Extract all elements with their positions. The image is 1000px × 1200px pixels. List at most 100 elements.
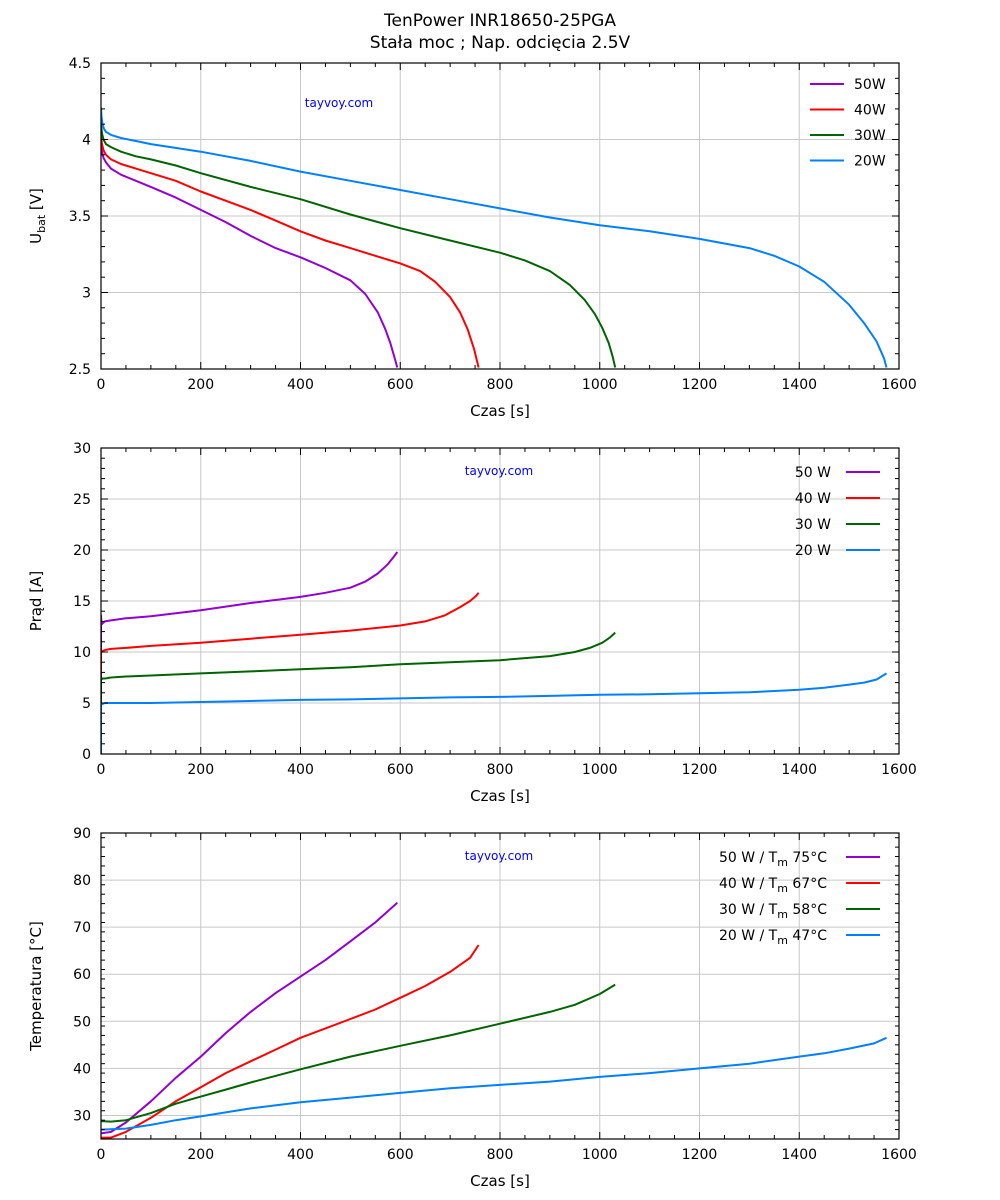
x-tick-label: 800	[487, 762, 514, 778]
legend-label: 20W	[854, 154, 886, 170]
y-tick-label: 10	[73, 645, 91, 661]
figure-title-line1: TenPower INR18650-25PGA	[383, 11, 616, 31]
legend-label: 30 W / Tm 58°C	[719, 902, 827, 921]
x-tick-label: 800	[487, 1147, 514, 1163]
x-tick-label: 400	[287, 377, 314, 393]
legend-item: 40 W	[795, 491, 880, 507]
current-panel: tayvoy.com 0 200 400 600 800 1000 1200 1400 1600 0…	[27, 441, 917, 805]
x-tick-label: 400	[287, 1147, 314, 1163]
watermark: tayvoy.com	[305, 96, 373, 110]
legend-item: 20W	[810, 154, 886, 170]
y-tick-label: 5	[82, 696, 91, 712]
x-tick-label: 0	[97, 377, 106, 393]
legend-label: 40 W	[795, 491, 831, 507]
y-tick-label: 80	[73, 873, 91, 889]
temperature-ticks	[100, 833, 900, 1140]
current-grid	[101, 448, 899, 754]
series-line-40w	[101, 136, 480, 368]
voltage-series	[101, 107, 888, 368]
y-tick-label: 3	[82, 286, 91, 302]
legend-item: 40W	[810, 103, 886, 119]
x-tick-label: 1200	[682, 1147, 718, 1163]
y-axis-label: Ubat [V]	[27, 188, 48, 244]
y-tick-label: 30	[73, 1108, 91, 1124]
y-tick-label: 20	[73, 543, 91, 559]
voltage-ticks	[100, 62, 900, 370]
current-legend: 50 W 40 W 30 W 20 W	[795, 465, 880, 559]
watermark: tayvoy.com	[465, 849, 533, 863]
watermark: tayvoy.com	[465, 464, 533, 478]
y-tick-label: 30	[73, 441, 91, 457]
y-tick-label: 15	[73, 594, 91, 610]
x-tick-label: 200	[187, 1147, 214, 1163]
voltage-panel: tayvoy.com 0 200 400 600 800 1000 1200 1400 1600 2…	[27, 56, 917, 420]
legend-label: 20 W	[795, 543, 831, 559]
x-tick-label: 400	[287, 762, 314, 778]
x-axis-label: Czas [s]	[470, 1172, 530, 1190]
legend-item: 50 W / Tm 75°C	[719, 850, 880, 869]
x-tick-label: 1400	[781, 762, 817, 778]
y-tick-label: 50	[73, 1014, 91, 1030]
x-tick-label: 0	[97, 1147, 106, 1163]
current-ticks	[100, 447, 900, 755]
series-line-40w	[101, 592, 480, 754]
legend-label: 20 W / Tm 47°C	[719, 928, 827, 947]
y-tick-label: 4	[82, 133, 91, 149]
series-line-20w	[101, 672, 888, 754]
legend-item: 40 W / Tm 67°C	[719, 876, 880, 895]
legend-label: 50 W	[795, 465, 831, 481]
x-tick-label: 1200	[682, 762, 718, 778]
y-tick-label: 0	[82, 747, 91, 763]
legend-label: 40 W / Tm 67°C	[719, 876, 827, 895]
legend-item: 30 W / Tm 58°C	[719, 902, 880, 921]
y-tick-label: 60	[73, 967, 91, 983]
legend-item: 50W	[810, 77, 886, 93]
x-tick-label: 200	[187, 762, 214, 778]
y-tick-label: 2.5	[69, 362, 91, 378]
legend-item: 20 W	[795, 543, 880, 559]
x-axis-label: Czas [s]	[470, 402, 530, 420]
legend-label: 50W	[854, 77, 886, 93]
temperature-grid	[101, 833, 899, 1139]
y-tick-label: 4.5	[69, 56, 91, 72]
x-tick-label: 1600	[881, 377, 917, 393]
x-tick-label: 1600	[881, 762, 917, 778]
x-tick-label: 1000	[582, 1147, 618, 1163]
legend-item: 30W	[810, 128, 886, 144]
y-tick-label: 70	[73, 920, 91, 936]
y-tick-label: 40	[73, 1061, 91, 1077]
current-series	[101, 551, 888, 754]
temperature-legend: 50 W / Tm 75°C 40 W / Tm 67°C 30 W / Tm 58…	[719, 850, 880, 947]
series-line-40w	[101, 944, 480, 1139]
x-axis-label: Czas [s]	[470, 787, 530, 805]
voltage-legend: 50W 40W 30W 20W	[810, 77, 886, 170]
x-tick-label: 600	[387, 1147, 414, 1163]
legend-item: 20 W / Tm 47°C	[719, 928, 880, 947]
x-tick-label: 1000	[582, 377, 618, 393]
legend-label: 30 W	[795, 517, 831, 533]
series-line-30w	[101, 631, 616, 754]
y-tick-label: 25	[73, 492, 91, 508]
y-tick-label: 90	[73, 826, 91, 842]
x-tick-label: 600	[387, 762, 414, 778]
x-tick-label: 1200	[682, 377, 718, 393]
series-line-20w	[101, 1036, 887, 1131]
figure-title-line2: Stała moc ; Nap. odcięcia 2.5V	[370, 33, 631, 53]
x-tick-label: 800	[487, 377, 514, 393]
y-axis-label: Temperatura [°C]	[27, 921, 45, 1052]
temperature-panel: tayvoy.com 0 200 400 600 800 1000 1200 1400 1600 3…	[27, 826, 917, 1190]
x-tick-label: 600	[387, 377, 414, 393]
y-tick-label: 3.5	[69, 209, 91, 225]
voltage-grid	[101, 63, 899, 369]
x-tick-label: 1400	[781, 1147, 817, 1163]
x-tick-label: 1000	[582, 762, 618, 778]
x-tick-label: 0	[97, 762, 106, 778]
series-line-20w	[101, 107, 888, 368]
series-line-30w	[101, 983, 616, 1123]
legend-label: 50 W / Tm 75°C	[719, 850, 827, 869]
y-axis-label: Prąd [A]	[27, 571, 45, 631]
series-line-50w	[101, 551, 399, 754]
legend-item: 50 W	[795, 465, 880, 481]
x-tick-label: 1400	[781, 377, 817, 393]
